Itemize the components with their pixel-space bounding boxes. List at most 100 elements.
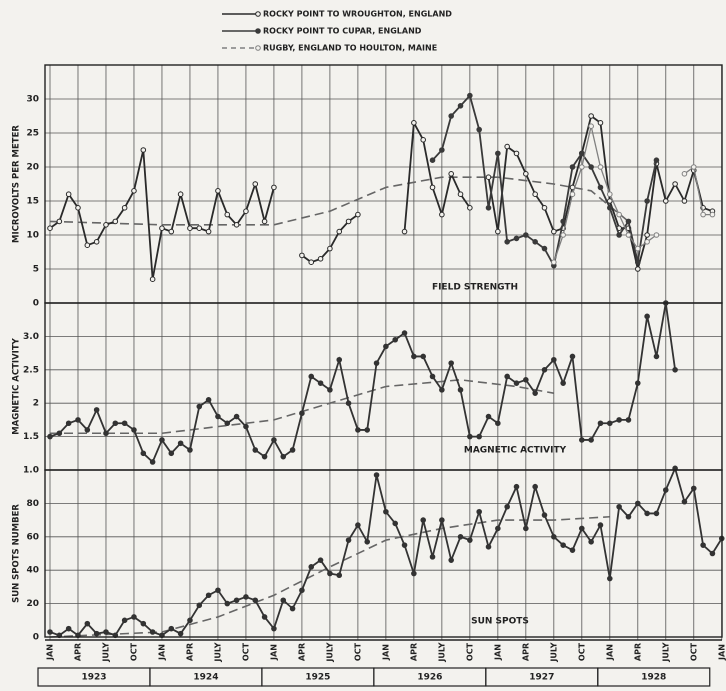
y-axis-label: SUN SPOTS NUMBER (12, 504, 22, 603)
data-point (345, 537, 352, 543)
data-point (243, 423, 249, 430)
data-point (467, 205, 473, 211)
data-point (187, 617, 193, 624)
data-point (233, 413, 240, 420)
data-point (233, 222, 240, 228)
trend-line (49, 515, 610, 638)
data-point (93, 407, 100, 413)
data-point (420, 353, 427, 360)
data-point (653, 353, 660, 360)
data-point (541, 512, 548, 518)
data-point (485, 174, 492, 180)
y-tick-label: 25 (26, 129, 39, 139)
data-point (65, 420, 72, 427)
data-point (168, 625, 175, 632)
x-tick-label: APR (633, 643, 642, 661)
data-point (112, 218, 119, 225)
data-point (662, 487, 669, 493)
data-point (681, 198, 688, 204)
data-point (401, 330, 408, 336)
data-point (504, 143, 510, 150)
data-point (327, 245, 333, 252)
data-point (467, 433, 473, 440)
x-tick-label: OCT (353, 642, 362, 661)
data-point (690, 164, 697, 170)
year-label: 1923 (81, 673, 106, 683)
data-point (485, 544, 492, 550)
data-point (644, 198, 650, 204)
data-point (392, 520, 399, 527)
data-point (205, 592, 212, 599)
data-point (345, 400, 352, 407)
x-tick-label: OCT (577, 642, 586, 661)
data-point (569, 547, 576, 553)
y-tick-label: 20 (26, 163, 39, 173)
data-point (541, 245, 548, 252)
x-tick-label: APR (521, 643, 530, 661)
data-point (634, 266, 641, 272)
data-point (131, 188, 137, 194)
data-point (401, 542, 408, 548)
data-point (93, 630, 100, 637)
x-tick-label: JAN (493, 644, 502, 661)
data-point (429, 157, 436, 163)
data-point (327, 570, 333, 577)
data-point (373, 472, 380, 478)
data-point (513, 483, 520, 490)
data-point (429, 373, 436, 380)
y-axis-label: MAGNETIC ACTIVITY (12, 337, 22, 434)
data-point (187, 225, 193, 231)
data-point (56, 430, 63, 437)
data-point (392, 336, 399, 343)
data-point (504, 503, 510, 510)
data-point (644, 313, 650, 320)
data-point (429, 554, 436, 560)
data-point (280, 597, 287, 604)
data-point (616, 503, 622, 510)
data-point (401, 228, 408, 235)
data-point (439, 387, 445, 393)
data-point (112, 420, 119, 427)
data-point (280, 453, 287, 460)
data-point (653, 510, 660, 517)
data-point (47, 433, 53, 440)
data-point (383, 343, 389, 350)
data-point (597, 522, 604, 528)
data-point (523, 232, 529, 238)
x-tick-label: APR (73, 643, 82, 661)
x-tick-label: JAN (157, 644, 166, 661)
panel-label: MAGNETIC ACTIVITY (464, 446, 567, 456)
data-point (308, 259, 315, 266)
data-point (345, 218, 352, 225)
data-point (513, 235, 520, 242)
data-point (299, 587, 305, 594)
data-point (597, 184, 604, 191)
data-point (644, 232, 650, 238)
data-point (149, 276, 156, 283)
data-point (579, 164, 585, 170)
data-point (569, 353, 576, 360)
data-point (224, 211, 231, 218)
data-point (75, 417, 81, 423)
data-point (168, 450, 175, 457)
data-point (523, 171, 529, 177)
x-tick-label: JAN (46, 644, 55, 661)
data-point (121, 205, 128, 211)
data-point (634, 259, 641, 266)
data-point (289, 605, 296, 612)
data-point (476, 508, 482, 515)
data-point (551, 259, 557, 266)
data-point (616, 417, 622, 423)
data-point (467, 92, 473, 99)
data-point (607, 191, 613, 197)
data-point (485, 205, 492, 211)
data-point (177, 630, 184, 637)
data-point (84, 620, 91, 627)
x-tick-label: JULY (101, 642, 110, 662)
data-point (327, 387, 333, 393)
data-point (439, 211, 445, 218)
x-tick-label: JAN (269, 644, 278, 661)
data-point (149, 629, 156, 635)
data-point (336, 572, 343, 579)
